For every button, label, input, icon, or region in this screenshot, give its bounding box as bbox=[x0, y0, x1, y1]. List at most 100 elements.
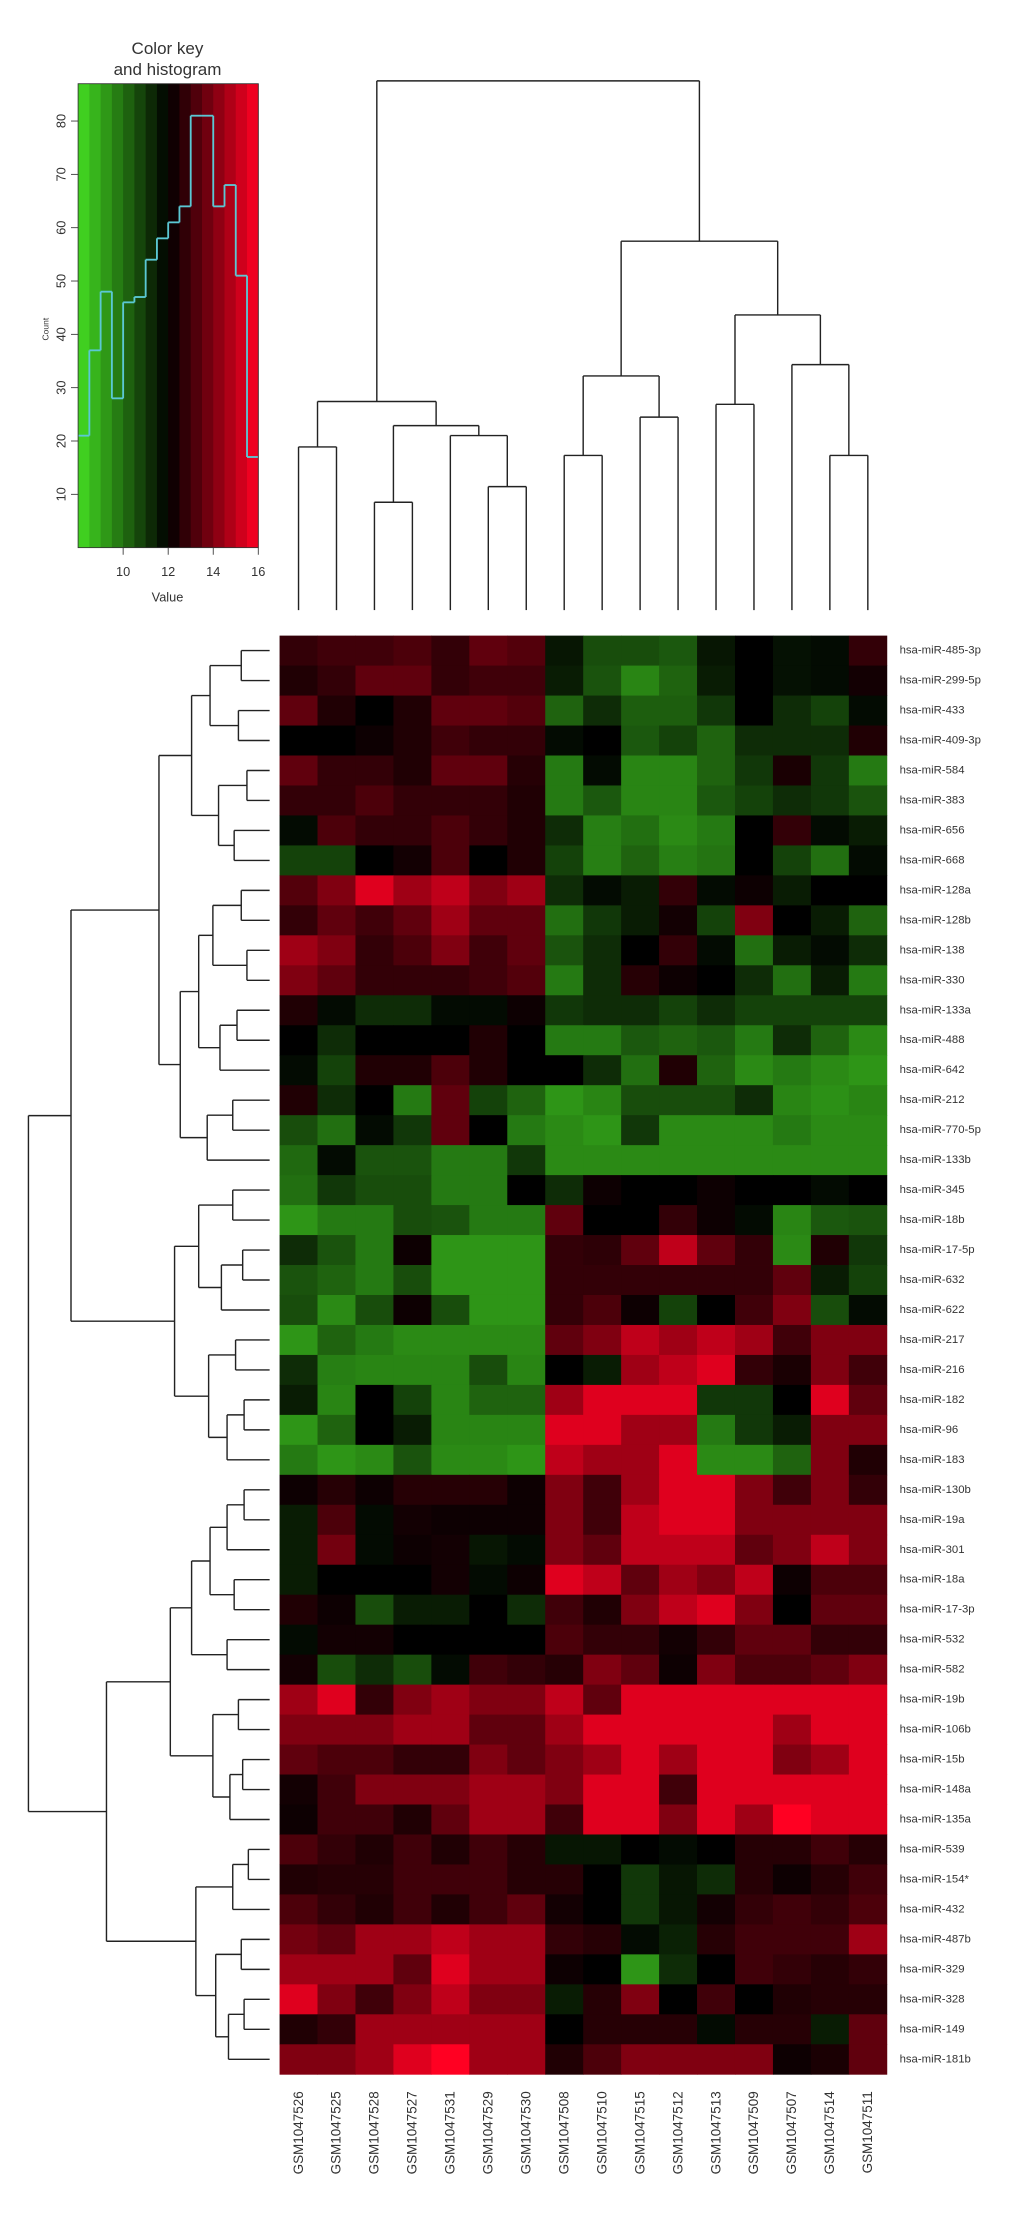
heatmap-cell bbox=[507, 665, 546, 696]
heatmap-cell bbox=[469, 1834, 508, 1865]
heatmap-cell bbox=[583, 2044, 622, 2075]
heatmap-cell bbox=[507, 1384, 546, 1416]
heatmap-cell bbox=[810, 2044, 850, 2075]
heatmap-cell bbox=[393, 1235, 432, 1266]
heatmap-cell bbox=[659, 1474, 698, 1506]
heatmap-cell bbox=[659, 1834, 698, 1865]
heatmap-cell bbox=[659, 1145, 698, 1176]
column-label: GSM1047530 bbox=[519, 2091, 534, 2174]
heatmap-cell bbox=[355, 1714, 394, 1745]
heatmap-cell bbox=[583, 1265, 622, 1296]
heatmap-cell bbox=[545, 1984, 584, 2015]
heatmap-cell bbox=[469, 1205, 508, 1236]
heatmap-cell bbox=[659, 875, 698, 906]
heatmap-cell bbox=[431, 1894, 470, 1925]
heatmap-cell bbox=[848, 1115, 888, 1146]
row-label: hsa-miR-622 bbox=[900, 1304, 965, 1316]
row-label: hsa-miR-299-5p bbox=[900, 675, 981, 687]
heatmap-cell bbox=[772, 2014, 812, 2045]
heatmap-cell bbox=[469, 2014, 508, 2045]
heatmap-cell bbox=[507, 1534, 546, 1566]
heatmap-cell bbox=[848, 1534, 888, 1566]
row-label: hsa-miR-329 bbox=[900, 1963, 965, 1975]
row-label: hsa-miR-345 bbox=[900, 1184, 965, 1196]
heatmap-cell bbox=[317, 1774, 356, 1805]
heatmap-cell bbox=[355, 1025, 394, 1056]
heatmap-cell bbox=[697, 1864, 736, 1895]
heatmap-cell bbox=[697, 695, 736, 726]
heatmap-cell bbox=[355, 2014, 394, 2045]
heatmap-cell bbox=[469, 1474, 508, 1506]
heatmap-cell bbox=[431, 965, 470, 996]
heatmap-cell bbox=[621, 1564, 660, 1596]
heatmap-cell bbox=[621, 665, 660, 696]
heatmap-cell bbox=[431, 1444, 470, 1476]
heatmap-cell bbox=[659, 1804, 698, 1835]
heatmap-cell bbox=[469, 935, 508, 966]
heatmap-cell bbox=[621, 995, 660, 1026]
column-label: GSM1047525 bbox=[329, 2091, 344, 2174]
column-label: GSM1047511 bbox=[860, 2091, 875, 2173]
heatmap-cell bbox=[621, 1265, 660, 1296]
heatmap-cell bbox=[621, 905, 660, 936]
heatmap-cell bbox=[848, 1924, 888, 1955]
heatmap-cell bbox=[317, 845, 356, 876]
heatmap-cell bbox=[355, 815, 394, 846]
heatmap-cell bbox=[355, 1864, 394, 1895]
heatmap-cell bbox=[317, 1025, 356, 1056]
heatmap-cell bbox=[355, 785, 394, 816]
heatmap-cell bbox=[772, 1564, 812, 1596]
heatmap-cell bbox=[697, 1354, 736, 1386]
heatmap-cell bbox=[507, 1265, 546, 1296]
heatmap-cell bbox=[659, 1085, 698, 1116]
heatmap-cell bbox=[659, 2044, 698, 2075]
heatmap-cell bbox=[545, 1804, 584, 1835]
heatmap-cell bbox=[431, 635, 470, 667]
heatmap-cell bbox=[772, 1624, 812, 1656]
heatmap-cell bbox=[279, 1145, 318, 1176]
heatmap-cell bbox=[317, 1894, 356, 1925]
heatmap-cell bbox=[659, 1504, 698, 1536]
heatmap-cell bbox=[583, 1384, 622, 1416]
column-label: GSM1047512 bbox=[670, 2091, 685, 2174]
heatmap-cell bbox=[393, 1085, 432, 1116]
heatmap-cell bbox=[734, 1684, 774, 1716]
color-key-band bbox=[190, 83, 203, 548]
heatmap-cell bbox=[431, 1654, 470, 1686]
heatmap-cell bbox=[279, 2014, 318, 2045]
heatmap-cell bbox=[279, 665, 318, 696]
row-label: hsa-miR-656 bbox=[900, 824, 965, 836]
heatmap-cell bbox=[507, 1624, 546, 1656]
heatmap-cell bbox=[810, 1265, 850, 1296]
heatmap-cell bbox=[279, 695, 318, 726]
heatmap-cell bbox=[469, 1175, 508, 1206]
heatmap-cell bbox=[393, 1984, 432, 2015]
heatmap-cell bbox=[507, 2014, 546, 2045]
heatmap-cell bbox=[583, 785, 622, 816]
heatmap-cell bbox=[317, 1744, 356, 1775]
heatmap-cell bbox=[317, 935, 356, 966]
heatmap-cell bbox=[393, 1804, 432, 1835]
heatmap-cell bbox=[469, 1265, 508, 1296]
heatmap-cell bbox=[583, 935, 622, 966]
heatmap-cell bbox=[317, 1474, 356, 1506]
heatmap-cell bbox=[279, 1624, 318, 1656]
heatmap-cell bbox=[393, 1294, 432, 1326]
heatmap-cell bbox=[317, 2014, 356, 2045]
heatmap-cell bbox=[317, 1534, 356, 1566]
heatmap-cell bbox=[355, 845, 394, 876]
heatmap-cell bbox=[393, 1504, 432, 1536]
heatmap-cell bbox=[621, 725, 660, 756]
heatmap-cell bbox=[355, 695, 394, 726]
heatmap-cell bbox=[355, 1414, 394, 1446]
heatmap-cell bbox=[697, 1235, 736, 1266]
heatmap-cell bbox=[848, 1444, 888, 1476]
heatmap-cell bbox=[697, 785, 736, 816]
heatmap-cell bbox=[507, 2044, 546, 2075]
heatmap-cell bbox=[848, 1984, 888, 2015]
heatmap-cell bbox=[545, 995, 584, 1026]
heatmap-cell bbox=[545, 1175, 584, 1206]
color-key-frame bbox=[77, 83, 259, 549]
heatmap-cell bbox=[469, 1384, 508, 1416]
heatmap-cell bbox=[431, 1145, 470, 1176]
